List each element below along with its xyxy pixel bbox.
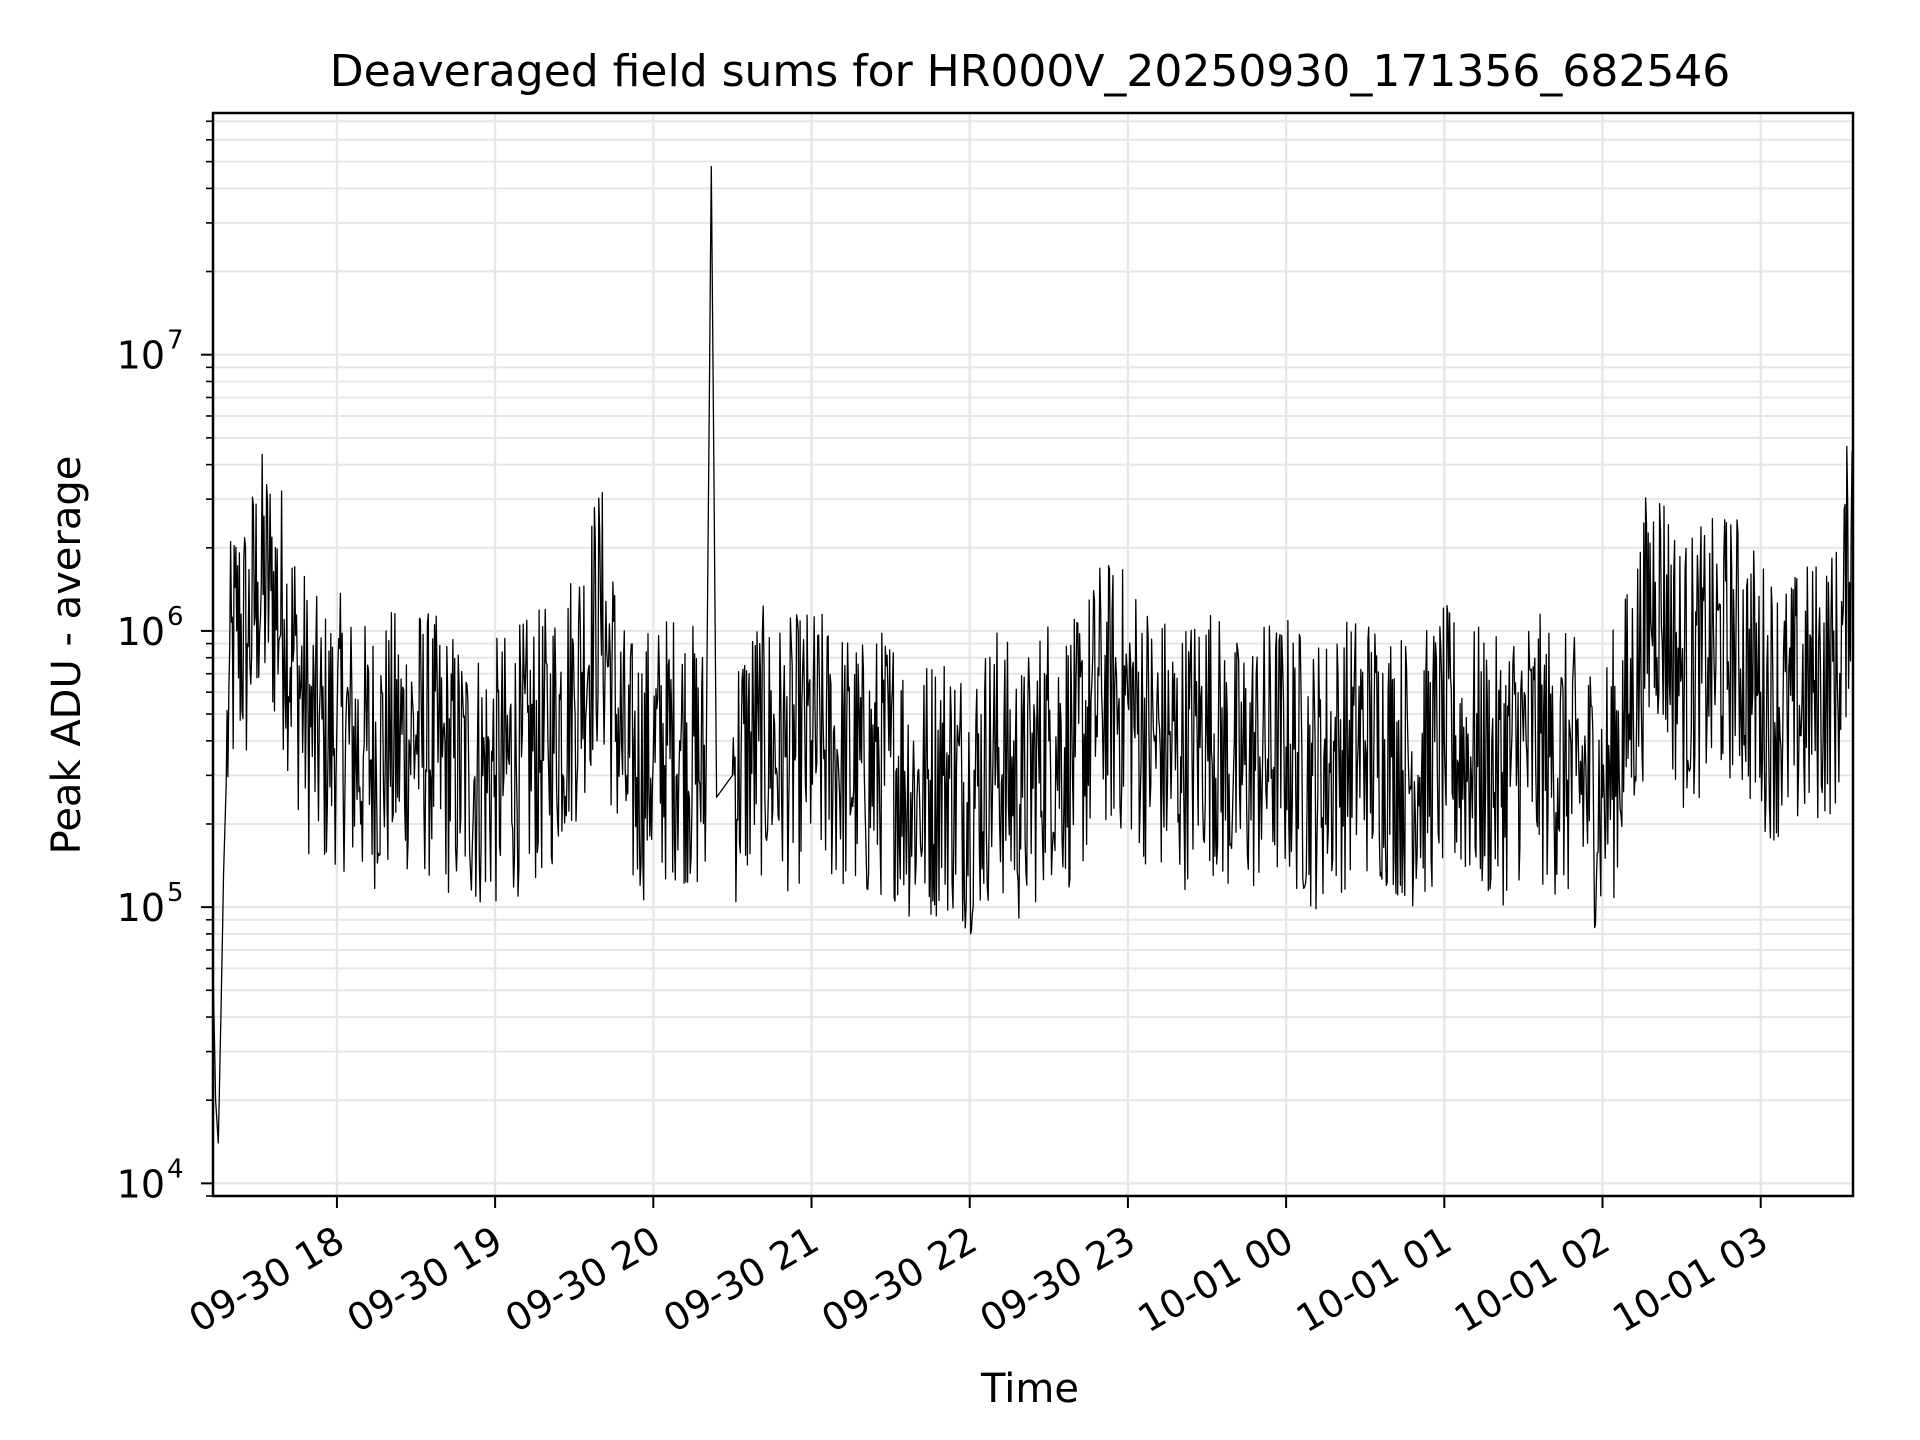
series-layer xyxy=(212,165,1854,1144)
y-tick-exponent: 5 xyxy=(167,878,184,908)
x-axis-label: Time xyxy=(980,1366,1079,1412)
chart-title: Deaveraged field sums for HR000V_2025093… xyxy=(330,46,1731,97)
y-tick-exponent: 6 xyxy=(167,602,184,632)
y-tick-label: 10 xyxy=(117,886,165,930)
y-tick-label: 10 xyxy=(117,1162,165,1206)
plot-frame xyxy=(211,111,1855,1198)
y-tick-label: 10 xyxy=(117,610,165,654)
y-tick-label: 10 xyxy=(117,334,165,378)
data-series-line xyxy=(212,165,1854,1144)
y-tick-exponent: 4 xyxy=(167,1154,184,1184)
y-axis-label: Peak ADU - average xyxy=(44,456,90,855)
y-tick-exponent: 7 xyxy=(167,326,184,356)
